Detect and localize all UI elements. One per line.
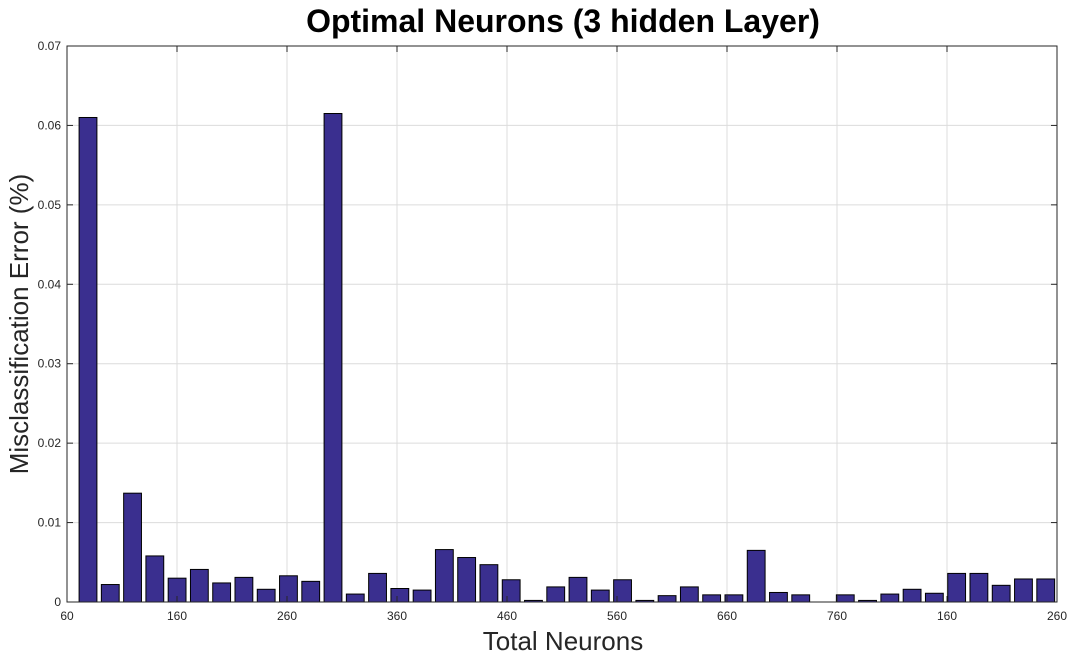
bar — [412, 589, 432, 603]
tick-labels: 0 0.01 0.02 0.03 0.04 0.05 0.06 0.07 60 160 260 360… — [38, 39, 1068, 623]
y-tick-label: 0.05 — [38, 198, 62, 212]
bar — [902, 588, 922, 603]
bar — [590, 589, 610, 603]
y-tick-label: 0.01 — [38, 516, 62, 530]
bar — [189, 568, 209, 603]
x-tick-label: 560 — [607, 609, 627, 623]
bar — [390, 588, 410, 603]
bar — [947, 572, 967, 603]
x-tick-label: 260 — [1047, 609, 1067, 623]
bar — [1014, 578, 1033, 603]
bar — [880, 593, 900, 603]
x-tick-label: 360 — [387, 609, 407, 623]
y-tick-label: 0.06 — [38, 118, 62, 132]
bar — [835, 594, 855, 603]
bar — [568, 576, 588, 603]
y-tick-label: 0.02 — [38, 436, 62, 450]
x-tick-label: 660 — [717, 609, 737, 623]
bar — [100, 584, 120, 603]
x-tick-label: 160 — [167, 609, 187, 623]
bar — [702, 594, 722, 603]
bar — [212, 582, 232, 603]
y-tick-label: 0 — [54, 595, 61, 609]
bar — [345, 593, 365, 603]
y-tick-label: 0.03 — [38, 357, 62, 371]
bar — [791, 594, 811, 603]
x-axis-label: Total Neurons — [483, 626, 643, 655]
bar — [769, 591, 788, 603]
bar — [924, 592, 944, 603]
bar — [78, 116, 98, 603]
chart-title: Optimal Neurons (3 hidden Layer) — [306, 3, 820, 39]
grid-lines — [67, 46, 1057, 602]
bar — [301, 580, 321, 603]
bar — [256, 588, 276, 603]
bar — [546, 586, 566, 603]
x-tick-label: 60 — [60, 609, 74, 623]
y-tick-label: 0.07 — [38, 39, 62, 53]
bar — [368, 572, 387, 603]
y-tick-label: 0.04 — [38, 277, 62, 291]
bar — [123, 492, 142, 603]
bar — [145, 555, 165, 603]
bar — [279, 575, 298, 603]
bar — [969, 572, 989, 603]
bar — [457, 557, 477, 603]
axes-box — [66, 45, 1058, 603]
bar — [613, 579, 632, 603]
bar — [234, 576, 254, 603]
x-tick-label: 160 — [937, 609, 957, 623]
bar — [501, 579, 521, 603]
bar — [724, 594, 744, 603]
bar — [746, 549, 766, 603]
bar — [434, 549, 454, 603]
bar — [323, 113, 343, 603]
bar — [479, 564, 499, 603]
bar — [991, 584, 1011, 603]
x-tick-label: 460 — [497, 609, 517, 623]
bar — [679, 586, 699, 603]
bar — [657, 595, 677, 603]
y-axis-label: Misclassification Error (%) — [4, 174, 34, 475]
bar — [1036, 578, 1056, 603]
x-tick-label: 760 — [827, 609, 847, 623]
x-tick-label: 260 — [277, 609, 297, 623]
bars — [78, 113, 1056, 603]
